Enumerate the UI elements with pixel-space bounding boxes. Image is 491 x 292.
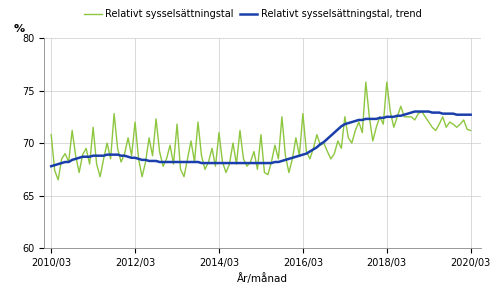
Relativt sysselsättningstal, trend bbox=[443, 112, 449, 115]
Line: Relativt sysselsättningstal: Relativt sysselsättningstal bbox=[51, 82, 471, 180]
Line: Relativt sysselsättningstal, trend: Relativt sysselsättningstal, trend bbox=[51, 112, 471, 166]
Relativt sysselsättningstal bbox=[94, 162, 100, 166]
Relativt sysselsättningstal, trend bbox=[146, 159, 152, 163]
X-axis label: År/månad: År/månad bbox=[237, 274, 288, 284]
Relativt sysselsättningstal bbox=[48, 133, 54, 136]
Relativt sysselsättningstal, trend bbox=[412, 110, 418, 113]
Relativt sysselsättningstal, trend bbox=[226, 161, 232, 165]
Relativt sysselsättningstal, trend bbox=[48, 164, 54, 168]
Relativt sysselsättningstal, trend bbox=[90, 154, 96, 157]
Relativt sysselsättningstal bbox=[468, 129, 474, 132]
Relativt sysselsättningstal bbox=[230, 141, 236, 145]
Relativt sysselsättningstal bbox=[314, 133, 320, 136]
Relativt sysselsättningstal bbox=[150, 154, 156, 157]
Text: %: % bbox=[14, 24, 25, 34]
Relativt sysselsättningstal bbox=[447, 120, 453, 124]
Relativt sysselsättningstal bbox=[335, 139, 341, 143]
Relativt sysselsättningstal, trend bbox=[331, 131, 337, 134]
Relativt sysselsättningstal, trend bbox=[310, 148, 316, 151]
Relativt sysselsättningstal, trend bbox=[468, 113, 474, 117]
Legend: Relativt sysselsättningstal, Relativt sysselsättningstal, trend: Relativt sysselsättningstal, Relativt sy… bbox=[84, 9, 422, 19]
Relativt sysselsättningstal bbox=[55, 178, 61, 182]
Relativt sysselsättningstal bbox=[363, 80, 369, 84]
